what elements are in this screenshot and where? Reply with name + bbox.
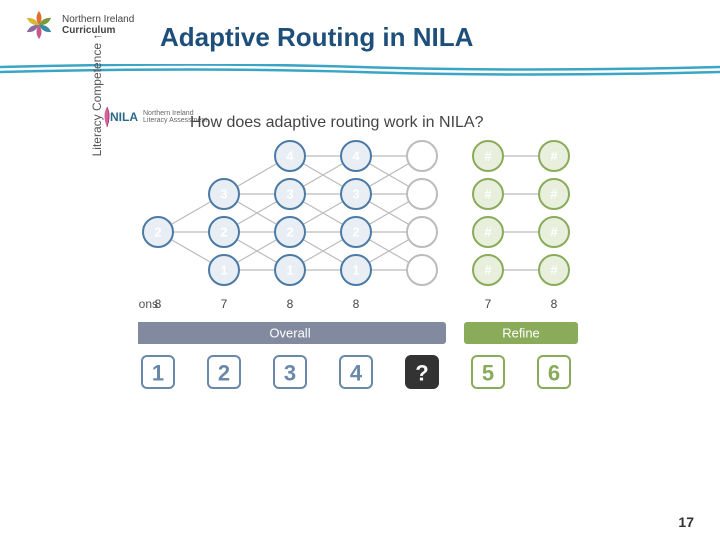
questions-value: 7 <box>221 297 228 311</box>
set-number: 3 <box>284 361 296 386</box>
routing-diagram: 212312341234########Questions878878FociO… <box>138 140 628 440</box>
set-number: 2 <box>218 361 230 386</box>
node <box>407 255 437 285</box>
divider-line <box>0 64 720 69</box>
node-label: 2 <box>352 225 359 240</box>
node <box>407 179 437 209</box>
node-label: 3 <box>286 187 293 202</box>
overall-label: Overall <box>269 326 310 341</box>
node-label: # <box>484 187 492 202</box>
questions-value: 8 <box>551 297 558 311</box>
node-label: 1 <box>286 263 293 278</box>
node-label: # <box>550 187 558 202</box>
node-label: 1 <box>352 263 359 278</box>
node-label: # <box>550 263 558 278</box>
y-axis-label: Literacy Competence ↑ <box>90 30 104 160</box>
node-label: # <box>550 225 558 240</box>
node <box>407 141 437 171</box>
node-label: 1 <box>220 263 227 278</box>
questions-value: 7 <box>485 297 492 311</box>
node-label: # <box>484 149 492 164</box>
questions-value: 8 <box>353 297 360 311</box>
page-number: 17 <box>678 514 694 530</box>
set-number: 4 <box>350 361 363 386</box>
set-number: 6 <box>548 361 560 386</box>
node-label: # <box>550 149 558 164</box>
node-label: 3 <box>220 187 227 202</box>
refine-label: Refine <box>502 326 540 341</box>
nic-text-1: Northern Ireland <box>62 14 134 25</box>
node-label: 3 <box>352 187 359 202</box>
flower-icon <box>22 8 56 42</box>
node <box>407 217 437 247</box>
page-title: Adaptive Routing in NILA <box>160 22 473 53</box>
set-number: ? <box>415 361 428 386</box>
node-label: 2 <box>286 225 293 240</box>
nic-logo: Northern Ireland Curriculum <box>22 8 134 42</box>
nila-brand: NILA <box>110 110 138 124</box>
set-number: 5 <box>482 361 494 386</box>
node-label: # <box>484 225 492 240</box>
questions-value: 8 <box>155 297 162 311</box>
node-label: 2 <box>220 225 227 240</box>
node-label: 4 <box>286 149 294 164</box>
node-label: # <box>484 263 492 278</box>
set-number: 1 <box>152 361 164 386</box>
question-text: How does adaptive routing work in NILA? <box>190 114 484 132</box>
node-label: 4 <box>352 149 360 164</box>
questions-value: 8 <box>287 297 294 311</box>
node-label: 2 <box>154 225 161 240</box>
